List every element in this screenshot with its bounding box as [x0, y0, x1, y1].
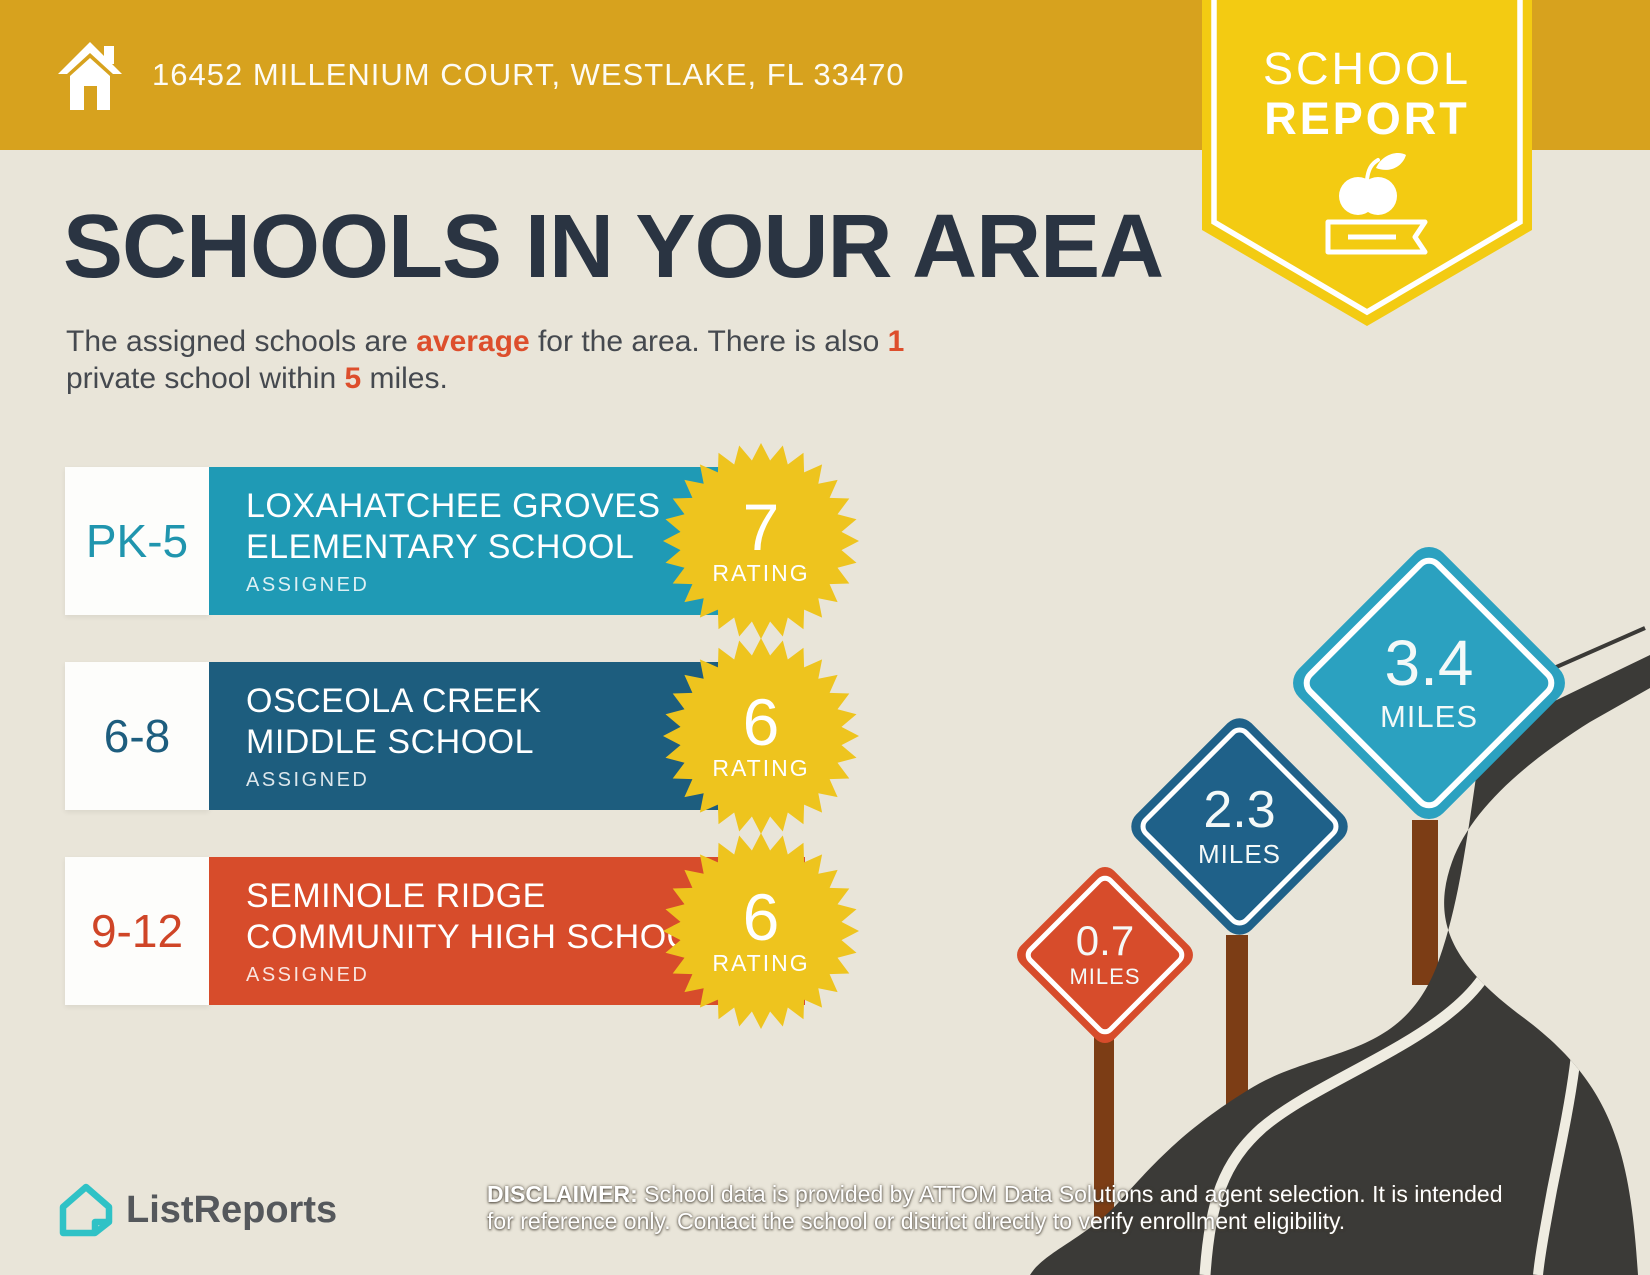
sign-label: 2.3 MILES [1158, 745, 1321, 908]
rating-label: 6 RATING [661, 636, 861, 836]
school-status: ASSIGNED [246, 768, 370, 791]
sign-unit: MILES [1379, 699, 1479, 734]
rating-label: 6 RATING [661, 831, 861, 1031]
sign-post [1094, 1035, 1114, 1220]
apple-on-book-icon [1325, 152, 1428, 255]
school-name: LOXAHATCHEE GROVES ELEMENTARY SCHOOL [246, 486, 661, 566]
brand-name: ListReports [126, 1188, 338, 1231]
rating-badge: 6 RATING [661, 831, 861, 1031]
home-icon [58, 42, 122, 110]
school-bar: OSCEOLA CREEK MIDDLE SCHOOL ASSIGNED [209, 662, 765, 810]
school-row-middle: 6-8 OSCEOLA CREEK MIDDLE SCHOOL ASSIGNED … [65, 638, 925, 834]
grade-range: 9-12 [90, 905, 184, 957]
disclaimer: DISCLAIMER: School data is provided by A… [487, 1181, 1597, 1235]
sign-unit: MILES [1197, 838, 1282, 869]
starburst-icon [663, 833, 859, 1029]
grade-range-box: 6-8 [65, 662, 209, 810]
grade-range-box: 9-12 [65, 857, 209, 1005]
distance-sign-2-3-miles: 2.3 MILES [1124, 711, 1355, 942]
school-name: OSCEOLA CREEK MIDDLE SCHOOL [246, 681, 542, 761]
rating-badge: 6 RATING [661, 636, 861, 836]
road-shoulder-line [1544, 626, 1646, 674]
sign-distance: 3.4 [1384, 627, 1474, 699]
starburst-icon [663, 443, 859, 639]
page-title: SCHOOLS IN YOUR AREA [63, 197, 1164, 297]
intro-line-1: The assigned schools are average for the… [66, 325, 905, 358]
school-row-high: 9-12 SEMINOLE RIDGE COMMUNITY HIGH SCHOOL… [65, 833, 925, 1029]
school-report-badge [1202, 0, 1532, 326]
rating-value: 6 [742, 879, 780, 954]
rating-word: RATING [712, 949, 810, 976]
badge-line-school: SCHOOL [1262, 43, 1472, 94]
listreports-house-icon [59, 1183, 113, 1237]
intro-line-2: private school within 5 miles. [66, 362, 448, 395]
highlight-average: average [416, 325, 530, 358]
road-surface [1030, 655, 1650, 1275]
school-status: ASSIGNED [246, 963, 370, 986]
starburst-icon [663, 638, 859, 834]
rating-label: 7 RATING [661, 441, 861, 641]
sign-post [1412, 820, 1438, 985]
school-row-elementary: PK-5 LOXAHATCHEE GROVES ELEMENTARY SCHOOL… [65, 443, 925, 639]
school-name: SEMINOLE RIDGE COMMUNITY HIGH SCHOOL [246, 876, 714, 956]
sign-post [1226, 935, 1248, 1105]
highlight-private-count: 1 [887, 325, 905, 358]
rating-value: 7 [742, 489, 780, 564]
grade-range-box: PK-5 [65, 467, 209, 615]
badge-text: SCHOOL REPORT [1200, 44, 1534, 144]
grade-range: PK-5 [85, 515, 189, 567]
school-status: ASSIGNED [246, 573, 370, 596]
rating-badge: 7 RATING [661, 441, 861, 641]
disclaimer-label: DISCLAIMER: [487, 1181, 638, 1207]
sign-distance: 0.7 [1075, 917, 1135, 964]
grade-range: 6-8 [103, 710, 171, 762]
badge-line-report: REPORT [1264, 93, 1470, 144]
intro-paragraph: The assigned schools are average for the… [66, 323, 904, 397]
rating-word: RATING [712, 754, 810, 781]
distance-sign-0-7-miles: 0.7 MILES [1011, 861, 1199, 1049]
school-bar: LOXAHATCHEE GROVES ELEMENTARY SCHOOL ASSI… [209, 467, 740, 615]
rating-value: 6 [742, 684, 780, 759]
property-address: 16452 MILLENIUM COURT, WESTLAKE, FL 3347… [152, 57, 905, 92]
rating-word: RATING [712, 559, 810, 586]
listreports-logo: ListReports [58, 1182, 337, 1238]
sign-label: 3.4 MILES [1327, 581, 1531, 785]
highlight-radius-miles: 5 [344, 362, 362, 395]
sign-label: 0.7 MILES [1039, 889, 1171, 1021]
disclaimer-line-1: DISCLAIMER: School data is provided by A… [487, 1181, 1503, 1207]
sign-distance: 2.3 [1203, 780, 1276, 839]
disclaimer-line-2: for reference only. Contact the school o… [487, 1208, 1346, 1234]
distance-sign-3-4-miles: 3.4 MILES [1284, 538, 1574, 828]
sign-unit: MILES [1069, 964, 1141, 989]
